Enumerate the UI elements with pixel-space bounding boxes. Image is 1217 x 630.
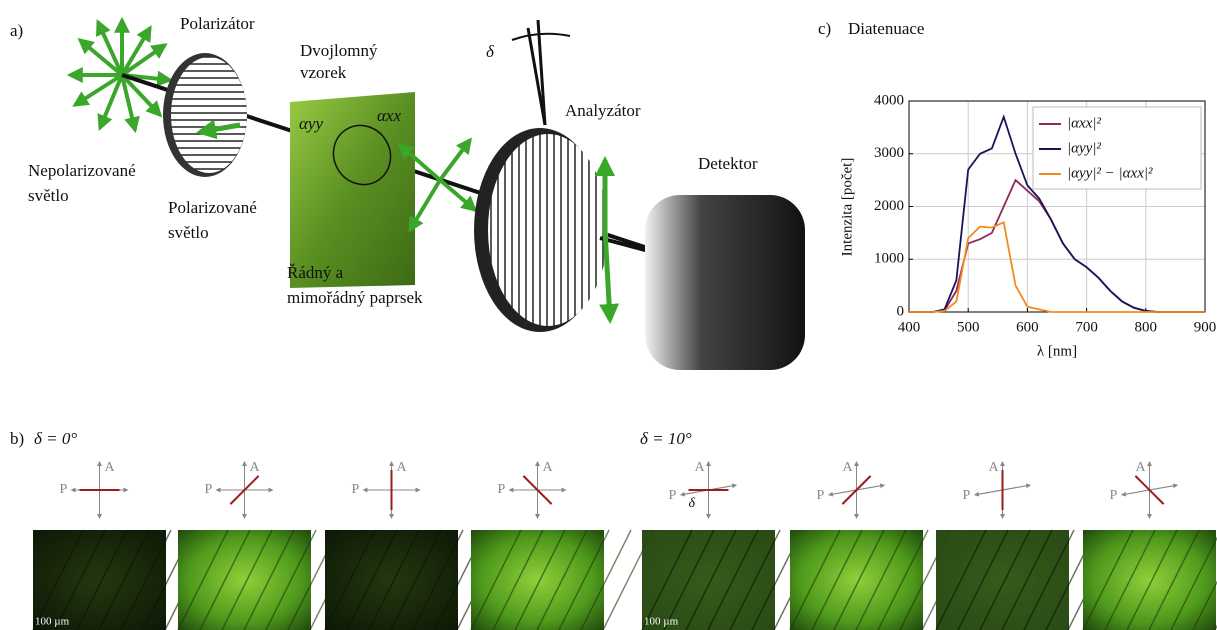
x-tick-label: 600 (1016, 319, 1039, 335)
axis-label: A (989, 460, 1000, 475)
axis-label: P (60, 482, 68, 497)
y-tick-label: 3000 (874, 145, 904, 161)
scale-bar: 100 µm (35, 616, 70, 628)
label: Analyzátor (565, 101, 641, 120)
legend-label: |αyy|² − |αxx|² (1067, 165, 1153, 181)
angle-label: δ (689, 496, 696, 511)
label: αyy (299, 114, 323, 133)
y-tick-label: 0 (897, 303, 905, 319)
group-label: δ = 10° (640, 429, 692, 448)
x-tick-label: 700 (1075, 319, 1098, 335)
axis-label: P (352, 482, 360, 497)
label: mimořádný paprsek (287, 288, 423, 307)
unpolarized-arrows (70, 20, 170, 130)
chart-title: Diatenuace (848, 19, 924, 38)
polarizer (171, 57, 247, 173)
legend-label: |αxx|² (1067, 115, 1101, 131)
x-tick-label: 900 (1194, 319, 1217, 335)
line-series (909, 222, 1205, 312)
label: Dvojlomný (300, 41, 378, 60)
axis-label: A (250, 460, 261, 475)
legend-label: |αyy|² (1067, 140, 1101, 156)
label: αxx (377, 106, 401, 125)
panel-label: a) (10, 21, 23, 40)
label: δ (486, 42, 495, 61)
axis-label: P (205, 482, 213, 497)
axis-label: P (498, 482, 506, 497)
label: Detektor (698, 154, 758, 173)
label: světlo (168, 223, 209, 242)
label: světlo (28, 186, 69, 205)
y-axis-label: Intenzita [počet] (839, 158, 855, 257)
axis-label: A (843, 460, 854, 475)
analyzed-arrow (605, 230, 610, 320)
figure: a) Polarizátor Dvojlomný vzorek Nepolari… (0, 0, 1217, 630)
label: Nepolarizované (28, 161, 136, 180)
angle-arc (512, 34, 570, 40)
detector (645, 195, 805, 370)
group-label: δ = 0° (34, 429, 77, 448)
x-tick-label: 400 (898, 319, 921, 335)
y-tick-label: 2000 (874, 198, 904, 214)
scale-bar: 100 µm (644, 616, 679, 628)
axis-label: P (963, 488, 971, 503)
label: Polarizátor (180, 14, 255, 33)
micrographs: P A 100 µm P A P A P A P Aδ 100 µm P A P A P A (33, 460, 1217, 630)
chart: 400 500 600 700 800 900 0 1000 2000 3000 4000 |αxx|… (874, 92, 1216, 335)
x-axis-label: λ [nm] (1037, 343, 1077, 359)
axis-label: P (817, 488, 825, 503)
label: Řádný a (287, 263, 344, 282)
axis-label: A (695, 460, 706, 475)
label: vzorek (300, 63, 347, 82)
y-tick-label: 1000 (874, 251, 904, 267)
axis-label: P (669, 488, 677, 503)
y-tick-label: 4000 (874, 92, 904, 108)
axis-label: A (105, 460, 116, 475)
axis-label: P (1110, 488, 1118, 503)
axis-label: A (543, 460, 554, 475)
label: Polarizované (168, 198, 257, 217)
x-tick-label: 800 (1135, 319, 1158, 335)
axis-label: A (1136, 460, 1147, 475)
panel-label: b) (10, 429, 24, 448)
analyzer (488, 134, 608, 326)
line-series (909, 180, 1205, 312)
x-tick-label: 500 (957, 319, 980, 335)
panel-label: c) (818, 19, 831, 38)
axis-label: A (397, 460, 408, 475)
